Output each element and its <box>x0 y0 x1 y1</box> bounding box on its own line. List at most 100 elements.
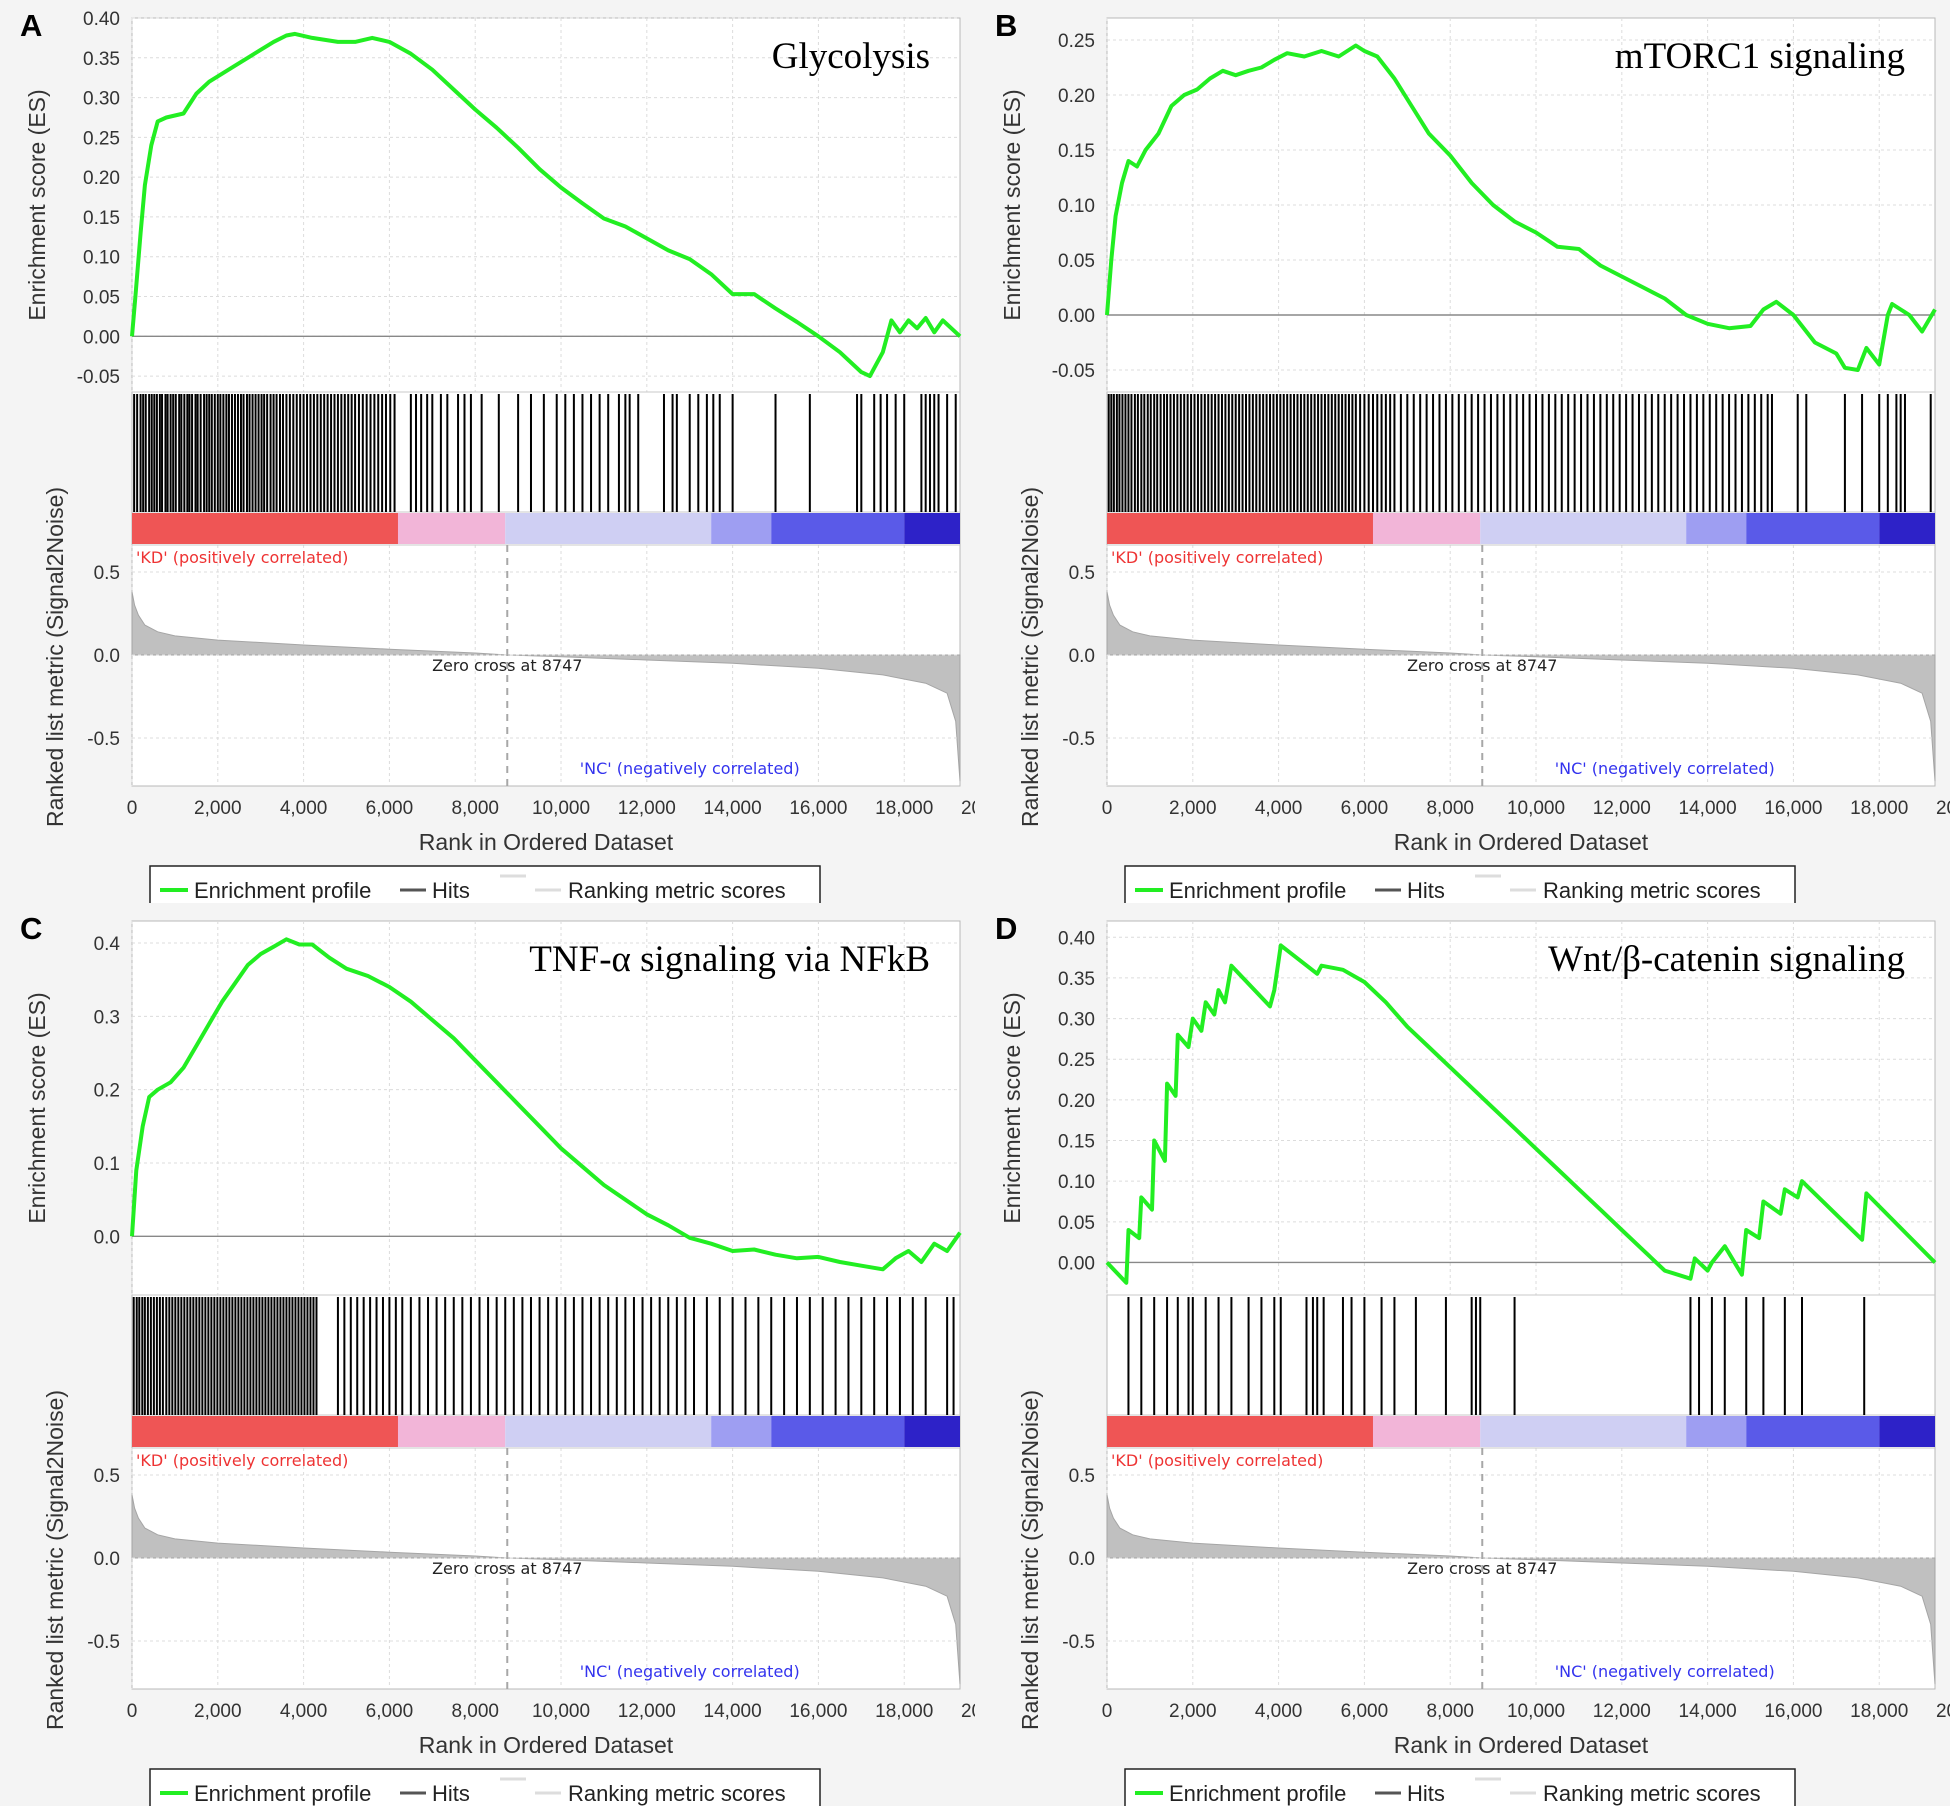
gsea-panel-a: 0 2,000 4,000 6,000 8,000 10,000 12,000 14,000 1… <box>0 0 975 903</box>
y-tick-label: -0.05 <box>1052 361 1095 382</box>
y-tick-label: 0.35 <box>83 49 120 70</box>
heatmap-band <box>711 513 772 544</box>
gsea-chart-svg: 0 2,000 4,000 6,000 8,000 10,000 12,000 14,000 1… <box>995 8 1950 903</box>
y-tick-label: 0.15 <box>1058 1132 1095 1153</box>
x-tick-label: 10,000 <box>1507 798 1565 819</box>
heatmap-band <box>1746 513 1880 544</box>
heatmap-band <box>711 1416 772 1447</box>
positive-correlation-label: 'KD' (positively correlated) <box>1111 1451 1323 1470</box>
x-tick-label: 2,000 <box>1169 1701 1217 1722</box>
x-tick-label: 20,000 <box>1936 798 1950 819</box>
y-tick-label: 0.30 <box>1058 1010 1095 1031</box>
heatmap-band <box>904 1416 960 1447</box>
negative-correlation-label: 'NC' (negatively correlated) <box>1555 759 1775 778</box>
x-tick-label: 10,000 <box>1507 1701 1565 1722</box>
enrichment-profile-line <box>130 937 962 1272</box>
y-tick-label: 0.35 <box>1058 969 1095 990</box>
metric-tick-label: -0.5 <box>1062 1632 1095 1653</box>
x-tick-label: 20,000 <box>1936 1701 1950 1722</box>
y-tick-label: 0.00 <box>1058 1253 1095 1274</box>
x-axis-label: Rank in Ordered Dataset <box>1394 829 1649 855</box>
x-tick-label: 0 <box>1102 1701 1113 1722</box>
x-tick-label: 18,000 <box>1850 798 1908 819</box>
heatmap-band <box>132 513 398 544</box>
metric-axis-label: Ranked list metric (Signal2Noise) <box>1017 1390 1043 1730</box>
metric-tick-label: -0.5 <box>1062 729 1095 750</box>
legend-hits-label: Hits <box>432 1781 470 1806</box>
metric-axis-label: Ranked list metric (Signal2Noise) <box>42 487 68 827</box>
y-tick-label: 0.0 <box>94 1227 120 1248</box>
x-tick-label: 6,000 <box>1341 1701 1389 1722</box>
x-tick-label: 4,000 <box>1255 1701 1303 1722</box>
x-tick-label: 4,000 <box>1255 798 1303 819</box>
heatmap-band <box>132 1416 398 1447</box>
heatmap-band <box>1372 1416 1481 1447</box>
x-tick-label: 0 <box>127 1701 138 1722</box>
legend-ranking-label: Ranking metric scores <box>1543 878 1761 903</box>
y-tick-label: 0.4 <box>94 934 121 955</box>
heatmap-band <box>1107 1416 1373 1447</box>
legend-box <box>149 865 821 903</box>
panel-letter: C <box>20 911 42 946</box>
x-tick-label: 16,000 <box>1764 1701 1822 1722</box>
x-tick-label: 12,000 <box>618 798 676 819</box>
panel-title: TNF-α signaling via NFkB <box>529 939 930 980</box>
legend-profile-label: Enrichment profile <box>194 1781 371 1806</box>
positive-correlation-label: 'KD' (positively correlated) <box>1111 548 1323 567</box>
metric-tick-label: 0.0 <box>1069 646 1095 667</box>
y-tick-label: 0.40 <box>1058 928 1095 949</box>
x-tick-label: 6,000 <box>366 798 414 819</box>
y-tick-label: 0.20 <box>1058 1091 1095 1112</box>
heatmap-band <box>1686 513 1747 544</box>
panel-letter: D <box>995 911 1017 946</box>
heatmap-band <box>771 1416 905 1447</box>
legend-hits-label: Hits <box>1407 1781 1445 1806</box>
panel-title: Wnt/β-catenin signaling <box>1548 939 1905 980</box>
x-tick-label: 12,000 <box>618 1701 676 1722</box>
x-axis-label: Rank in Ordered Dataset <box>1394 1732 1649 1758</box>
legend-profile-label: Enrichment profile <box>1169 878 1346 903</box>
panel-title: Glycolysis <box>772 36 930 77</box>
es-axis-label: Enrichment score (ES) <box>999 992 1025 1223</box>
y-tick-label: 0.20 <box>83 168 120 189</box>
y-tick-label: 0.2 <box>94 1081 120 1102</box>
x-tick-label: 14,000 <box>1679 1701 1737 1722</box>
gsea-chart-svg: 0 2,000 4,000 6,000 8,000 10,000 12,000 14,000 1… <box>20 911 975 1806</box>
enrichment-profile-line <box>1105 943 1937 1285</box>
metric-tick-label: 0.5 <box>1069 1466 1095 1487</box>
legend-profile-label: Enrichment profile <box>1169 1781 1346 1806</box>
heatmap-band <box>505 513 712 544</box>
heatmap-band <box>771 513 905 544</box>
heatmap-band <box>1480 513 1687 544</box>
zero-cross-label: Zero cross at 8747 <box>1407 656 1557 675</box>
metric-tick-label: 0.5 <box>1069 563 1095 584</box>
legend-ranking-label: Ranking metric scores <box>1543 1781 1761 1806</box>
x-tick-label: 8,000 <box>1426 1701 1474 1722</box>
y-tick-label: 0.05 <box>1058 1213 1095 1234</box>
y-tick-label: 0.3 <box>94 1007 120 1028</box>
y-tick-label: 0.15 <box>1058 141 1095 162</box>
legend-hits-label: Hits <box>432 878 470 903</box>
x-tick-label: 18,000 <box>875 1701 933 1722</box>
negative-correlation-label: 'NC' (negatively correlated) <box>580 759 800 778</box>
y-tick-label: 0.10 <box>1058 1172 1095 1193</box>
x-tick-label: 0 <box>127 798 138 819</box>
x-tick-label: 10,000 <box>532 798 590 819</box>
x-tick-label: 16,000 <box>789 1701 847 1722</box>
x-tick-label: 20,000 <box>961 798 975 819</box>
panel-title: mTORC1 signaling <box>1615 36 1905 77</box>
x-tick-label: 20,000 <box>961 1701 975 1722</box>
heatmap-band <box>1879 1416 1935 1447</box>
y-tick-label: 0.30 <box>83 89 120 110</box>
y-tick-label: 0.15 <box>83 208 120 229</box>
metric-tick-label: 0.5 <box>94 1466 120 1487</box>
heatmap-band <box>1879 513 1935 544</box>
heatmap-band <box>1746 1416 1880 1447</box>
y-tick-label: 0.00 <box>1058 306 1095 327</box>
panel-letter: A <box>20 8 42 43</box>
es-axis-label: Enrichment score (ES) <box>24 89 50 320</box>
gsea-panel-c: 0 2,000 4,000 6,000 8,000 10,000 12,000 14,000 1… <box>0 903 975 1806</box>
legend-ranking-label: Ranking metric scores <box>568 1781 786 1806</box>
legend-box <box>1124 1768 1796 1806</box>
